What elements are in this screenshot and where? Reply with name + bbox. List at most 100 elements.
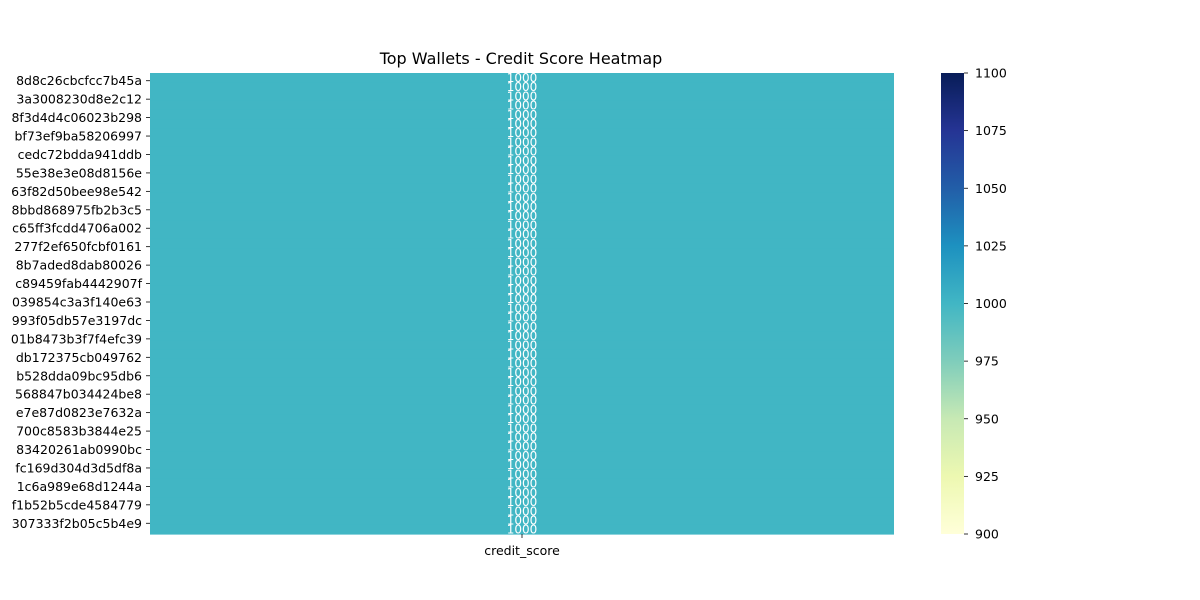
y-tick-label: fc169d304d3d5df8a: [15, 460, 142, 475]
x-axis-ticks: credit_score: [484, 534, 560, 558]
y-tick-label: b528dda09bc95db6: [16, 368, 142, 383]
cell-value-label: 1000: [507, 265, 538, 279]
heatmap-cell: [150, 266, 894, 277]
colorbar-gradient: [941, 73, 964, 534]
cell-value-label: 1000: [507, 145, 538, 159]
y-tick-label: 01b8473b3f7f4efc39: [11, 331, 142, 346]
heatmap-cell: [150, 497, 894, 507]
y-tick-label: c65ff3fcdd4706a002: [12, 221, 142, 236]
cell-value-label: 1000: [507, 384, 538, 398]
heatmap-cell: [150, 515, 894, 526]
cell-value-label: 1000: [507, 292, 538, 306]
cell-value-label: 1000: [507, 467, 538, 481]
heatmap-cell: [150, 404, 894, 415]
y-tick-label: 993f05db57e3197dc: [12, 313, 142, 328]
cell-value-label: 1000: [507, 99, 538, 113]
heatmap-cell: [150, 192, 894, 203]
cell-value-label: 1000: [507, 126, 538, 140]
heatmap-cell: [150, 423, 894, 434]
y-tick-label: 277f2ef650fcbf0161: [14, 239, 142, 254]
heatmap-cell: [150, 183, 894, 194]
colorbar-tick-label: 950: [975, 411, 999, 426]
y-tick-label: 568847b034424be8: [15, 387, 142, 402]
cell-value-label: 1000: [507, 366, 538, 380]
cell-value-label: 1000: [507, 329, 538, 343]
heatmap-cell: [150, 432, 894, 443]
y-tick-label: 8f3d4d4c06023b298: [11, 110, 142, 125]
cell-value-label: 1000: [507, 218, 538, 232]
heatmap-cell: [150, 460, 894, 471]
cell-value-label: 1000: [507, 182, 538, 196]
cell-value-label: 1000: [507, 338, 538, 352]
heatmap-cell: [150, 174, 894, 185]
colorbar-tick-label: 1100: [975, 66, 1007, 81]
heatmap-cell: [150, 211, 894, 222]
heatmap-cell: [150, 349, 894, 360]
heatmap-cell: [150, 524, 894, 535]
heatmap-cell: [150, 414, 894, 424]
y-tick-label: 700c8583b3844e25: [16, 424, 142, 439]
colorbar-tick-label: 1075: [975, 123, 1007, 138]
heatmap-cell: [150, 257, 894, 268]
cell-value-label: 1000: [507, 375, 538, 389]
cell-value-label: 1000: [507, 246, 538, 260]
heatmap-cell: [150, 487, 894, 498]
cell-value-label: 1000: [507, 523, 538, 537]
cell-value-label: 1000: [507, 495, 538, 509]
heatmap-cell: [150, 91, 894, 102]
heatmap-cell: [150, 294, 894, 305]
heatmap-cell: [150, 377, 894, 388]
heatmap-cell: [150, 303, 894, 314]
y-tick-label: db172375cb049762: [16, 350, 142, 365]
colorbar: 900 925 950 975 1000 1025 1050 1075 1100: [941, 66, 1007, 542]
cell-value-label: 1000: [507, 71, 538, 85]
cell-value-label: 1000: [507, 117, 538, 131]
heatmap-cell: [150, 119, 894, 129]
cell-value-label: 1000: [507, 237, 538, 251]
cell-value-label: 1000: [507, 311, 538, 325]
heatmap-cell: [150, 128, 894, 139]
y-tick-label: 83420261ab0990bc: [16, 442, 142, 457]
y-tick-label: 55e38e3e08d8156e: [16, 165, 142, 180]
heatmap-cell: [150, 137, 894, 148]
y-tick-label: 63f82d50bee98e542: [11, 184, 142, 199]
heatmap-cell: [150, 478, 894, 489]
y-tick-label: 307333f2b05c5b4e9: [12, 516, 142, 531]
cell-value-label: 1000: [507, 154, 538, 168]
heatmap-cell: [150, 331, 894, 341]
cell-value-label: 1000: [507, 255, 538, 269]
cell-value-label: 1000: [507, 200, 538, 214]
cell-value-label: 1000: [507, 163, 538, 177]
y-axis-ticks: 8d8c26cbcfcc7b45a 3a3008230d8e2c12 8f3d4d4…: [11, 73, 150, 531]
heatmap-cell: [150, 73, 894, 83]
heatmap-cell: [150, 202, 894, 212]
cell-value-label: 1000: [507, 209, 538, 223]
colorbar-tick-label: 925: [975, 469, 999, 484]
heatmap-cell: [150, 248, 894, 258]
cell-value-label: 1000: [507, 458, 538, 472]
y-tick-label: 8d8c26cbcfcc7b45a: [16, 73, 142, 88]
cell-value-label: 1000: [507, 172, 538, 186]
x-tick-label: credit_score: [484, 543, 560, 558]
cell-value-label: 1000: [507, 80, 538, 94]
y-tick-label: 8bbd868975fb2b3c5: [12, 202, 142, 217]
colorbar-tick-label: 1000: [975, 296, 1007, 311]
cell-value-label: 1000: [507, 477, 538, 491]
y-tick-label: c89459fab4442907f: [15, 276, 142, 291]
cell-value-label: 1000: [507, 274, 538, 288]
cell-value-label: 1000: [507, 108, 538, 122]
cell-value-label: 1000: [507, 430, 538, 444]
cell-value-label: 1000: [507, 348, 538, 362]
y-tick-label: 039854c3a3f140e63: [12, 295, 142, 310]
heatmap-cell: [150, 358, 894, 369]
y-tick-label: bf73ef9ba58206997: [14, 129, 142, 144]
cell-value-label: 1000: [507, 486, 538, 500]
cell-value-label: 1000: [507, 228, 538, 242]
cell-value-label: 1000: [507, 403, 538, 417]
y-tick-label: f1b52b5cde4584779: [12, 497, 142, 512]
heatmap-cell: [150, 229, 894, 240]
heatmap-cell: [150, 506, 894, 517]
cell-value-label: 1000: [507, 283, 538, 297]
colorbar-tick-label: 1050: [975, 181, 1007, 196]
